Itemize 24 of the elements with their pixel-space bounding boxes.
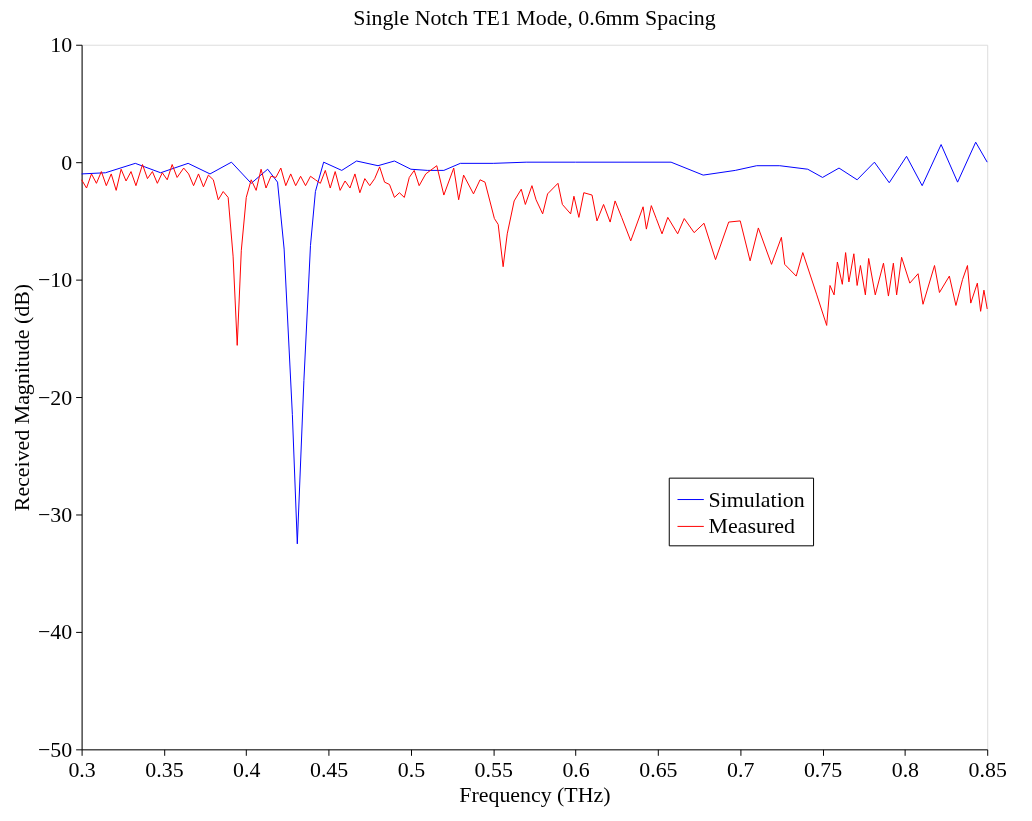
x-tick-label: 0.8 [891, 756, 920, 782]
y-tick-label: −10 [37, 267, 73, 293]
line-series [81, 164, 988, 346]
chart-title: Single Notch TE1 Mode, 0.6mm Spacing [353, 4, 716, 30]
x-tick-label: 0.4 [233, 756, 261, 782]
x-tick-label: 0.7 [727, 756, 755, 782]
y-tick-label: −40 [37, 619, 73, 645]
x-tick-label: 0.45 [309, 756, 349, 782]
legend-label: Simulation [708, 486, 805, 512]
x-tick-label: 0.65 [639, 756, 678, 782]
y-tick-label: −20 [37, 384, 73, 410]
x-tick-label: 0.75 [803, 756, 843, 782]
line-series [81, 141, 988, 545]
x-tick-label: 0.55 [474, 756, 513, 782]
x-tick-label: 0.35 [145, 756, 184, 782]
x-tick-label: 0.85 [968, 756, 1007, 782]
x-tick-label: 0.6 [562, 756, 590, 782]
y-tick-label: −30 [37, 501, 73, 527]
x-tick-label: 0.5 [397, 756, 426, 782]
legend-label: Measured [708, 513, 795, 539]
y-tick-label: 10 [50, 32, 73, 58]
y-tick-label: 0 [61, 149, 73, 175]
y-axis-title: Received Magnitude (dB) [8, 283, 34, 512]
x-axis-title: Frequency (THz) [459, 781, 611, 807]
